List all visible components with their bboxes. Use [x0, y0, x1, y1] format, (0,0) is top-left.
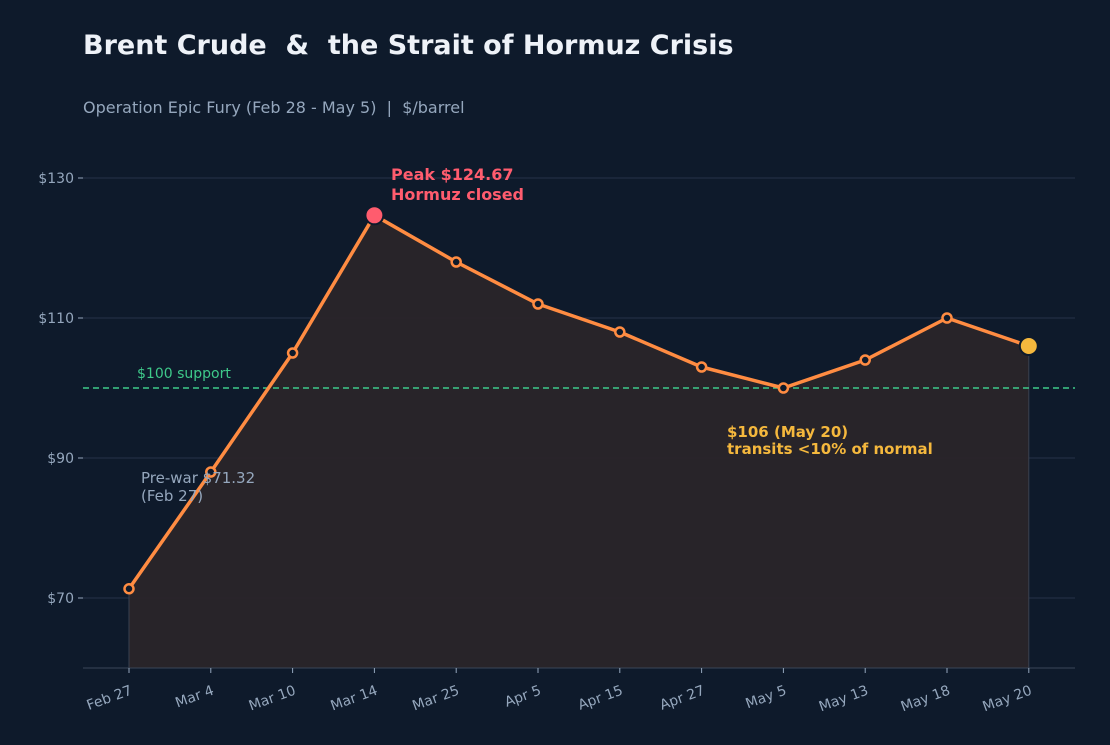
peak-point [364, 205, 385, 226]
prewar-annotation-note: (Feb 27) [141, 487, 203, 505]
data-point [532, 298, 544, 310]
chart-title: Brent Crude & the Strait of Hormuz Crisi… [83, 30, 734, 61]
y-tick-label: $110 [38, 311, 74, 327]
x-tick-label: Apr 5 [503, 683, 544, 711]
data-point [205, 466, 217, 478]
price-line [127, 213, 1031, 591]
x-tick-label: Mar 14 [329, 683, 380, 715]
data-point [859, 354, 871, 366]
x-tick-label: Apr 27 [658, 683, 707, 714]
x-tick-label: May 18 [899, 683, 953, 716]
x-tick-label: Mar 10 [247, 683, 298, 715]
data-point [614, 326, 626, 338]
latest-annotation-note: transits <10% of normal [727, 440, 933, 458]
latest-annotation: $106 (May 20) [727, 423, 848, 441]
x-tick-label: Mar 4 [173, 683, 216, 712]
data-point [286, 347, 299, 359]
y-tick-label: $70 [47, 591, 74, 607]
x-tick-label: Mar 25 [410, 683, 461, 715]
x-tick-label: Feb 27 [85, 683, 135, 714]
y-tick-label: $130 [38, 171, 74, 187]
data-point [123, 583, 135, 595]
x-tick-label: Apr 15 [576, 683, 625, 714]
x-tick-label: May 5 [744, 683, 789, 713]
area-fill [129, 215, 1029, 668]
data-point [695, 361, 708, 373]
data-point [941, 312, 953, 324]
x-tick-label: May 20 [981, 683, 1035, 716]
peak-annotation: Peak $124.67 [391, 165, 513, 184]
chart-subtitle: Operation Epic Fury (Feb 28 - May 5) | $… [83, 98, 465, 117]
data-point [450, 256, 462, 268]
latest-point [1018, 336, 1039, 356]
x-tick-label: May 13 [817, 683, 871, 716]
support-label: $100 support [137, 366, 231, 382]
data-point [777, 382, 790, 394]
prewar-annotation: Pre-war $71.32 [141, 469, 255, 487]
peak-annotation-note: Hormuz closed [391, 185, 524, 204]
y-tick-label: $90 [47, 451, 74, 467]
